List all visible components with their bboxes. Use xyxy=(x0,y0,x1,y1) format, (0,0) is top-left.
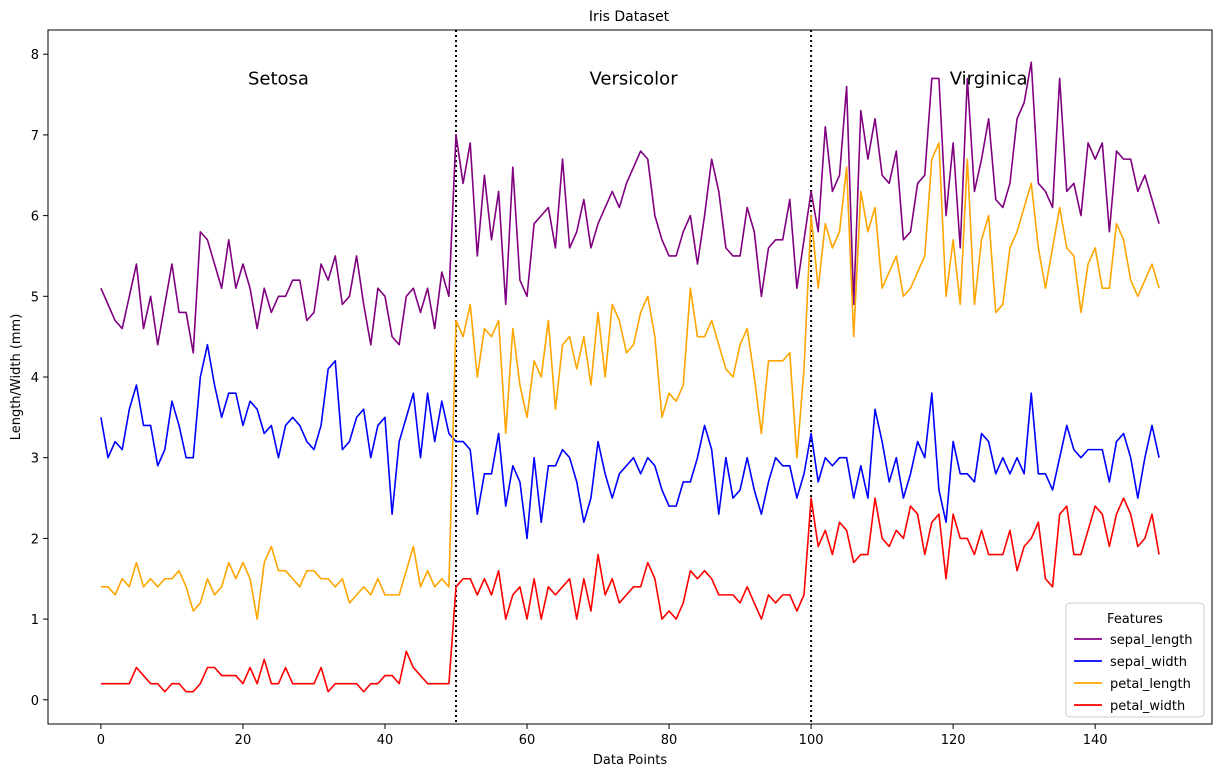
y-tick-label: 5 xyxy=(31,290,39,305)
chart-title: Iris Dataset xyxy=(589,9,670,25)
y-tick-label: 2 xyxy=(31,532,39,547)
y-axis-label: Length/Width (mm) xyxy=(9,314,24,441)
x-tick-label: 140 xyxy=(1083,733,1108,748)
x-tick-label: 40 xyxy=(377,733,394,748)
x-tick-label: 120 xyxy=(941,733,966,748)
annotation-virginica: Virginica xyxy=(950,68,1028,89)
series-layer xyxy=(100,61,1160,693)
x-tick-label: 100 xyxy=(799,733,824,748)
x-axis: 0 20 40 60 80 100 120 140 xyxy=(97,724,1108,748)
series-line-petal_length xyxy=(100,142,1160,620)
y-axis: 0 1 2 3 4 5 6 7 8 xyxy=(31,48,48,709)
x-tick-label: 20 xyxy=(235,733,252,748)
series-line-sepal_length xyxy=(100,61,1160,354)
legend-label-sepal_width: sepal_width xyxy=(1110,655,1187,670)
y-tick-label: 3 xyxy=(31,452,39,467)
legend-label-sepal_length: sepal_length xyxy=(1110,633,1193,648)
annotation-setosa: Setosa xyxy=(248,68,309,89)
legend-label-petal_width: petal_width xyxy=(1110,699,1185,714)
x-tick-label: 60 xyxy=(519,733,536,748)
y-tick-label: 4 xyxy=(31,371,39,386)
y-tick-label: 8 xyxy=(31,48,39,63)
plot-area: Setosa Versicolor Virginica xyxy=(47,29,1213,725)
annotation-versicolor: Versicolor xyxy=(590,68,679,89)
y-tick-label: 6 xyxy=(31,210,39,225)
legend: Features sepal_length sepal_width petal_le… xyxy=(1065,602,1205,718)
legend-label-petal_length: petal_length xyxy=(1110,677,1191,692)
series-line-petal_width xyxy=(100,497,1160,693)
x-axis-label: Data Points xyxy=(593,753,667,768)
legend-box xyxy=(1065,602,1205,718)
y-tick-label: 1 xyxy=(31,613,39,628)
legend-title: Features xyxy=(1107,612,1163,627)
y-tick-label: 7 xyxy=(31,129,39,144)
legend-items: sepal_length sepal_width petal_lengthpetal… xyxy=(1074,633,1193,714)
y-tick-label: 0 xyxy=(31,694,39,709)
x-tick-label: 0 xyxy=(97,733,105,748)
x-tick-label: 80 xyxy=(661,733,678,748)
series-line-sepal_width xyxy=(100,343,1160,540)
class-annotations: Setosa Versicolor Virginica xyxy=(248,68,1028,89)
